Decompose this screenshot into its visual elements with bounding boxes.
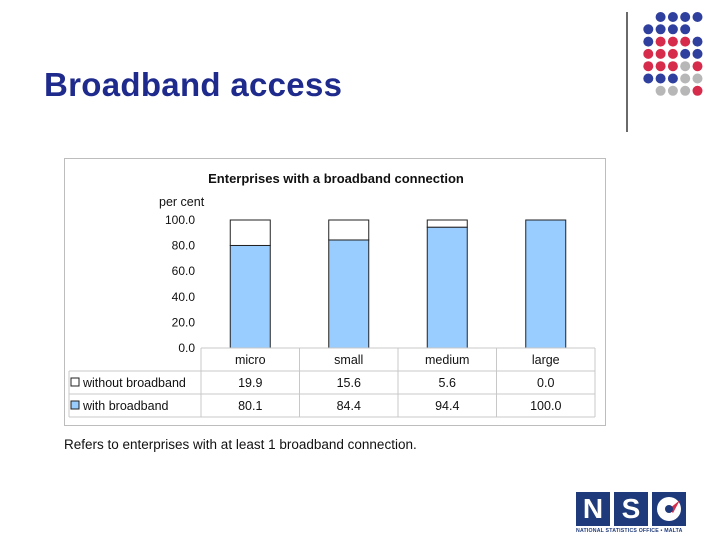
decorative-dot <box>692 73 703 84</box>
decorative-dot <box>667 73 678 84</box>
decorative-dot <box>655 73 666 84</box>
x-tick-label: small <box>334 353 363 367</box>
x-tick-label: medium <box>425 353 469 367</box>
decorative-dot <box>655 36 666 47</box>
decorative-dot <box>643 24 654 35</box>
decorative-dot <box>667 85 678 96</box>
nso-logo: N S NATIONAL STATISTICS OFFICE • MALTA <box>576 492 690 538</box>
bar-with-broadband <box>426 226 468 349</box>
x-tick-label: micro <box>235 353 266 367</box>
decorative-dot <box>643 73 654 84</box>
decorative-dot <box>692 12 703 22</box>
decorative-dot <box>655 61 666 72</box>
decorative-dot <box>692 61 703 72</box>
data-label: 5.6 <box>439 376 456 390</box>
decorative-dot <box>667 61 678 72</box>
bar-without-broadband <box>229 219 271 246</box>
decorative-dot-grid <box>643 12 703 96</box>
decorative-dot <box>692 85 703 96</box>
chart-footnote: Refers to enterprises with at least 1 br… <box>64 437 417 452</box>
logo-letter-s: S <box>614 492 648 526</box>
logo-compass-icon <box>652 492 686 526</box>
y-tick-label: 40.0 <box>172 290 196 304</box>
data-label: 94.4 <box>435 399 459 413</box>
decorative-dot <box>680 12 691 22</box>
logo-letter-n: N <box>576 492 610 526</box>
decorative-dot <box>655 48 666 59</box>
legend-swatch <box>70 400 80 410</box>
divider-line <box>626 12 628 132</box>
bar-with-broadband <box>229 244 271 349</box>
data-label: 15.6 <box>337 376 361 390</box>
decorative-dot <box>692 36 703 47</box>
data-label: 19.9 <box>238 376 262 390</box>
decorative-dot <box>643 61 654 72</box>
decorative-dot <box>667 12 678 22</box>
y-tick-label: 100.0 <box>165 213 195 227</box>
y-tick-label: 80.0 <box>172 239 196 253</box>
bar-without-broadband <box>426 219 468 228</box>
legend-label: with broadband <box>82 399 169 413</box>
broadband-chart: Enterprises with a broadband connection … <box>68 171 596 418</box>
decorative-dot <box>667 48 678 59</box>
decorative-dot <box>692 48 703 59</box>
decorative-dot <box>680 85 691 96</box>
data-label: 100.0 <box>530 399 561 413</box>
decorative-dot <box>680 48 691 59</box>
data-label: 0.0 <box>537 376 554 390</box>
legend-swatch <box>70 377 80 387</box>
y-tick-label: 0.0 <box>178 341 195 355</box>
decorative-dot <box>680 24 691 35</box>
chart-title: Enterprises with a broadband connection <box>208 171 464 186</box>
decorative-dot <box>655 24 666 35</box>
y-tick-label: 60.0 <box>172 264 196 278</box>
legend-label: without broadband <box>82 376 186 390</box>
data-label: 80.1 <box>238 399 262 413</box>
decorative-dot <box>643 48 654 59</box>
bar-with-broadband <box>328 239 370 349</box>
bar-without-broadband <box>328 219 370 241</box>
data-label: 84.4 <box>337 399 361 413</box>
logo-subtitle: NATIONAL STATISTICS OFFICE • MALTA <box>576 528 683 534</box>
decorative-dot <box>643 36 654 47</box>
decorative-dot <box>655 12 666 22</box>
y-tick-label: 20.0 <box>172 315 196 329</box>
x-tick-label: large <box>532 353 560 367</box>
decorative-dot <box>667 36 678 47</box>
bar-with-broadband <box>525 219 567 349</box>
y-axis-label: per cent <box>159 195 205 209</box>
decorative-dot <box>680 61 691 72</box>
compass-icon <box>657 497 681 521</box>
decorative-dot <box>680 73 691 84</box>
page-title: Broadband access <box>44 66 343 103</box>
decorative-dot <box>655 85 666 96</box>
decorative-dot <box>680 36 691 47</box>
decorative-dot <box>667 24 678 35</box>
chart-frame: Enterprises with a broadband connection … <box>64 158 606 426</box>
